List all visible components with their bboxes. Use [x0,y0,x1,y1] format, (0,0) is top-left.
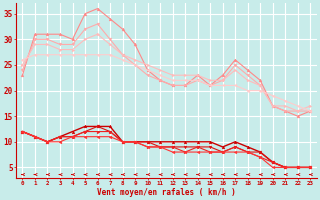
X-axis label: Vent moyen/en rafales ( km/h ): Vent moyen/en rafales ( km/h ) [97,188,236,197]
